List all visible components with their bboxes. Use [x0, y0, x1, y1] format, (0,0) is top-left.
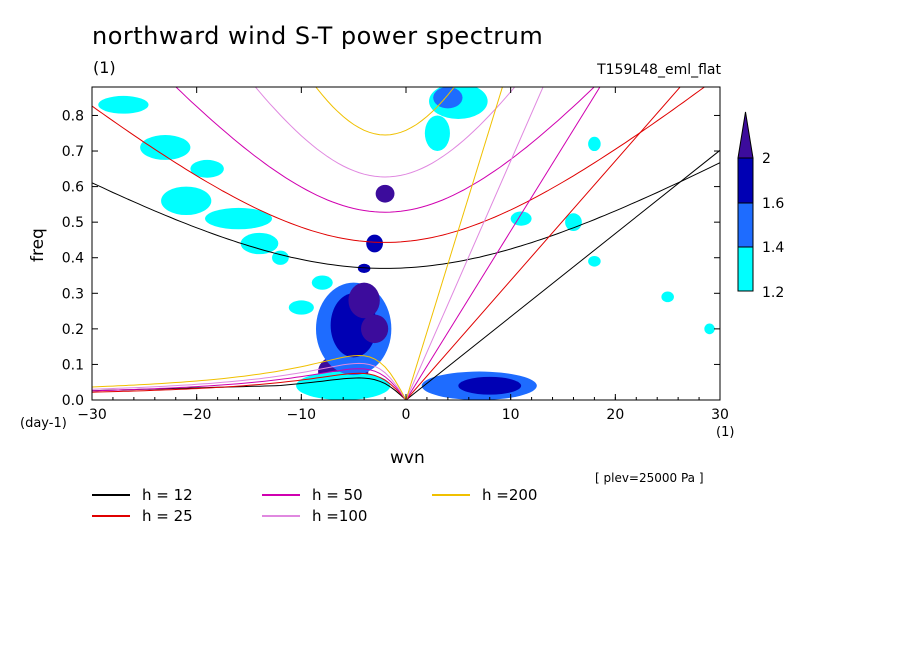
x-tick-label: −20: [182, 407, 212, 423]
y-tick-label: 0.3: [62, 286, 84, 302]
colorbar-label: 1.4: [762, 240, 784, 256]
x-tick-label: 10: [502, 407, 520, 423]
x-tick-label: 20: [606, 407, 624, 423]
power-contour: [98, 95, 149, 114]
kelvin-curve: [405, 87, 601, 400]
gravity-curve: [175, 87, 595, 213]
power-contour: [661, 291, 674, 303]
power-contour: [288, 300, 314, 315]
colorbar-label: 1.2: [762, 285, 784, 301]
legend-line: [432, 494, 470, 496]
legend-line: [262, 515, 300, 517]
legend-label: h =200: [482, 486, 538, 504]
power-contour: [272, 250, 289, 265]
legend-item-h12: h = 12: [92, 486, 193, 504]
gravity-curve: [254, 87, 516, 178]
power-contour: [433, 87, 463, 109]
y-tick-label: 0.6: [62, 180, 84, 196]
power-contour: [360, 314, 389, 344]
kelvin-curve: [405, 87, 544, 400]
legend-item-h100: h =100: [262, 507, 367, 525]
x-tick-label: 30: [711, 407, 729, 423]
colorbar-label: 1.6: [762, 196, 784, 212]
power-contour: [140, 135, 191, 160]
x-tick-label: 0: [402, 407, 411, 423]
kelvin-curve: [405, 87, 503, 400]
kelvin-curve: [405, 87, 681, 400]
y-tick-label: 0.2: [62, 322, 84, 338]
gravity-curve: [315, 87, 455, 136]
kelvin-curve: [405, 149, 720, 400]
rossby-curve: [92, 362, 407, 400]
power-contour: [205, 207, 273, 230]
power-contour: [161, 186, 212, 216]
legend-item-h25: h = 25: [92, 507, 193, 525]
colorbar-segment: [737, 202, 754, 248]
x-axis-units: (1): [716, 425, 735, 440]
y-tick-label: 0.4: [62, 251, 84, 267]
colorbar-segment: [737, 246, 754, 292]
rossby-curve: [92, 354, 407, 400]
y-tick-label: 0.1: [62, 357, 84, 373]
power-contour: [240, 232, 279, 255]
x-tick-label: −10: [287, 407, 317, 423]
x-axis-label: wvn: [390, 448, 425, 468]
rossby-curve: [92, 372, 407, 400]
colorbar-segment: [737, 157, 754, 204]
legend-line: [92, 515, 130, 517]
x-tick-label: −30: [77, 407, 107, 423]
gravity-curve: [92, 87, 706, 243]
units-label: (1): [93, 58, 116, 77]
legend-label: h = 12: [142, 486, 193, 504]
colorbar: 1.2 1.4 1.6 2: [737, 111, 784, 301]
chart-title: northward wind S-T power spectrum: [92, 22, 544, 50]
y-tick-label: 0.0: [62, 393, 84, 409]
colorbar-arrow: [737, 111, 754, 159]
power-contour: [458, 376, 522, 395]
legend-line: [92, 494, 130, 496]
plot-frame: [91, 86, 721, 401]
power-contour: [311, 275, 333, 290]
y-tick-label: 0.5: [62, 215, 84, 231]
legend-item-h200: h =200: [432, 486, 537, 504]
power-contour: [424, 115, 450, 152]
legend-label: h =100: [312, 507, 368, 525]
power-contour: [366, 234, 383, 253]
legend-label: h = 25: [142, 507, 193, 525]
legend-item-h50: h = 50: [262, 486, 363, 504]
legend-label: h = 50: [312, 486, 363, 504]
power-contour: [588, 136, 601, 152]
power-contour: [588, 255, 601, 267]
y-axis-label: freq: [28, 228, 48, 262]
plev-note: [ plev=25000 Pa ]: [595, 471, 704, 485]
power-contour: [190, 159, 224, 178]
power-contour: [375, 184, 395, 203]
y-tick-label: 0.8: [62, 108, 84, 124]
colorbar-label: 2: [762, 151, 771, 167]
y-tick-label: 0.7: [62, 144, 84, 160]
power-contour: [357, 263, 371, 274]
y-axis-units: (day-1): [20, 416, 67, 431]
experiment-label: T159L48_eml_flat: [597, 62, 721, 78]
power-contour: [704, 323, 715, 335]
gravity-curve: [92, 162, 720, 269]
power-contour: [348, 282, 380, 319]
rossby-curve: [92, 368, 407, 400]
legend-line: [262, 494, 300, 496]
